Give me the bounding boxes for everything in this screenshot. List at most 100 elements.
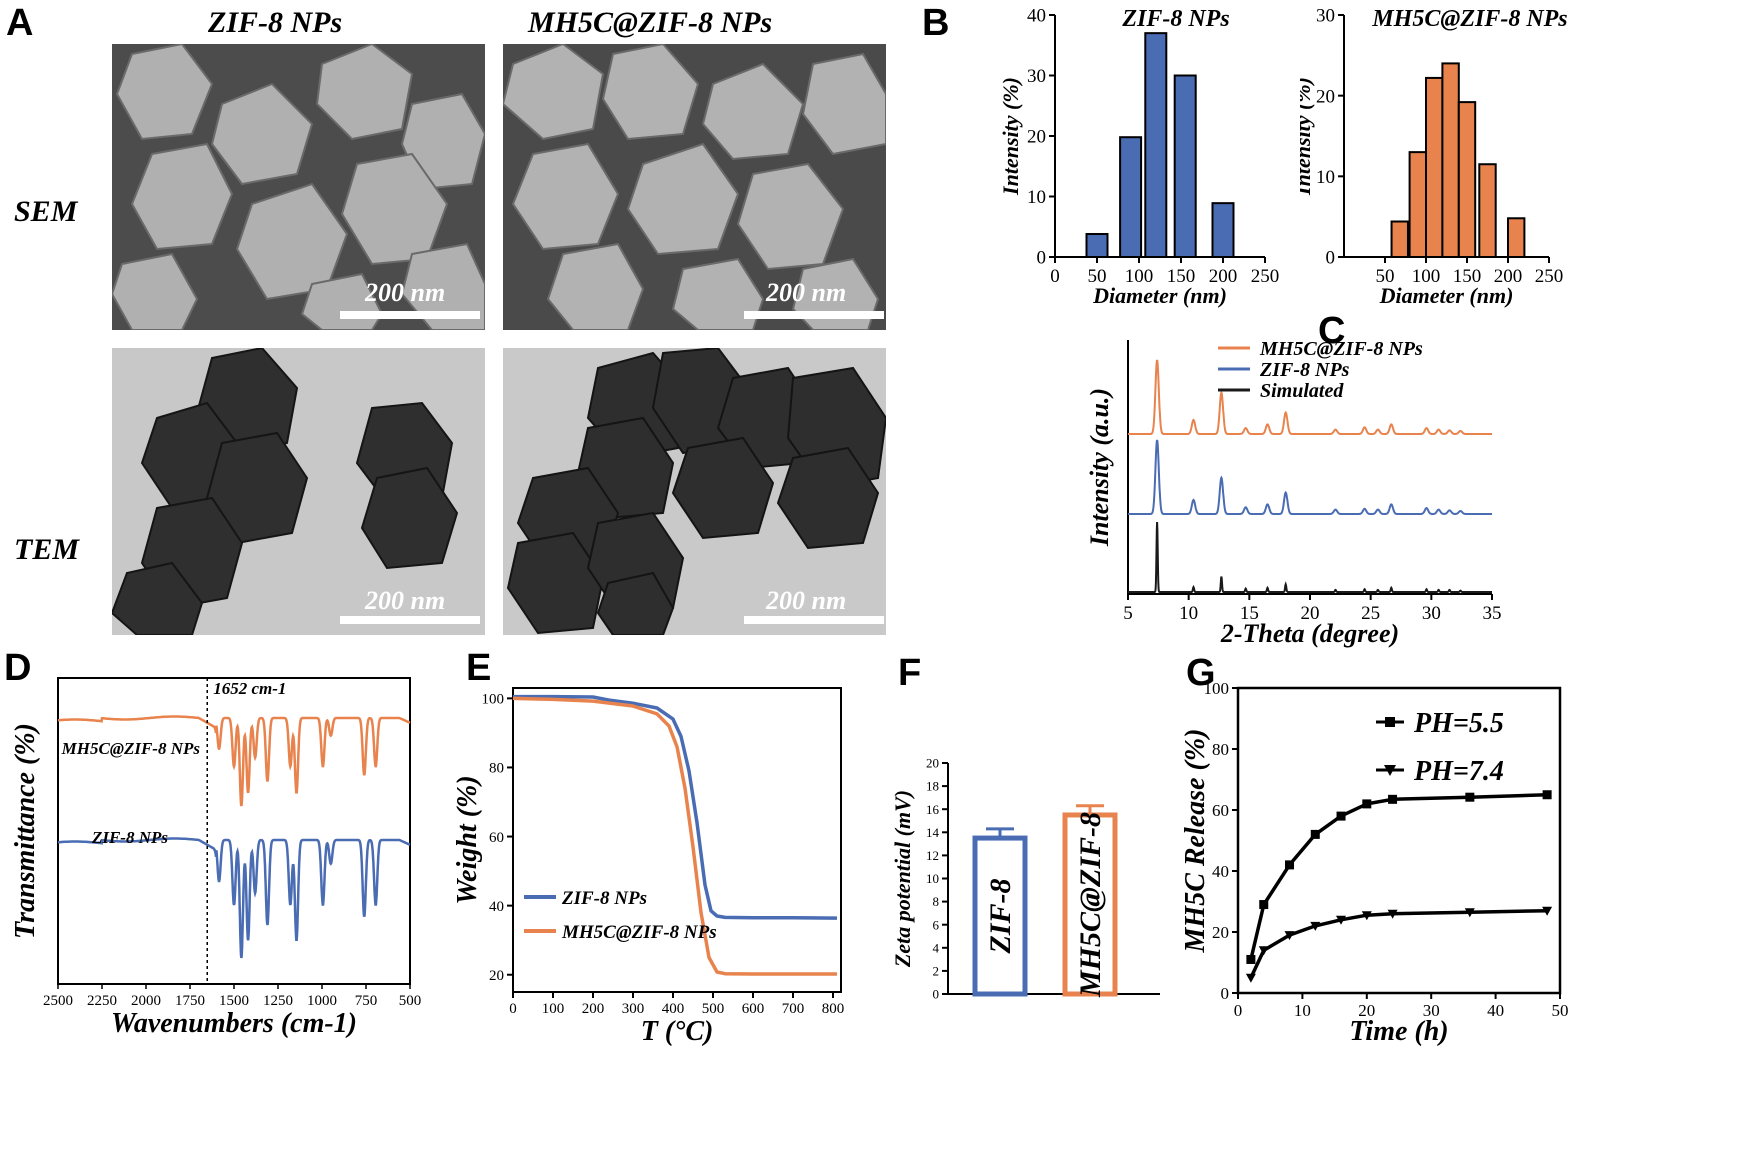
- y-tick-label: 20: [1316, 86, 1335, 107]
- y-axis-title: Zeta potential (mV): [890, 790, 915, 968]
- category-label: ZIF-8: [984, 879, 1017, 955]
- bar: [1478, 163, 1497, 259]
- bar: [1144, 32, 1168, 259]
- data-point: [1542, 790, 1552, 800]
- panel-label-c: C: [1318, 310, 1346, 352]
- y-tick-label: 12: [926, 848, 939, 863]
- x-tick-label: 300: [622, 1001, 645, 1017]
- y-tick-label: 20: [926, 756, 939, 771]
- y-tick-label: 0: [933, 987, 940, 1002]
- x-tick-label: 200: [582, 1001, 605, 1017]
- col-title-zif8: ZIF-8 NPs: [208, 6, 343, 39]
- data-point: [1542, 906, 1553, 916]
- release-series-line: [1249, 908, 1548, 979]
- legend-marker: [1384, 765, 1396, 776]
- chart-title: MH5C@ZIF-8 NPs: [1371, 6, 1567, 32]
- xrd-series-line: [1128, 359, 1492, 436]
- panel-label-d: D: [4, 647, 32, 689]
- x-tick-label: 250: [1535, 266, 1564, 287]
- x-tick-label: 150: [1167, 266, 1196, 287]
- scale-label: 200 nm: [365, 278, 446, 307]
- sem-crystals-zif8: [112, 44, 485, 330]
- data-point: [1284, 931, 1295, 941]
- x-tick-label: 50: [1088, 266, 1107, 287]
- x-axis-title: 2-Theta (degree): [1220, 619, 1399, 648]
- y-tick-label: 10: [1316, 167, 1335, 188]
- legend-label: PH=7.4: [1413, 756, 1504, 787]
- x-tick-label: 15: [1240, 603, 1259, 624]
- x-tick-label: 0: [1234, 1001, 1243, 1020]
- ftir-series-line: [58, 715, 411, 807]
- x-tick-label: 0: [1050, 266, 1060, 287]
- x-tick-label: 2250: [87, 993, 117, 1009]
- x-tick-label: 500: [399, 993, 422, 1009]
- scale-bar: [340, 311, 480, 319]
- x-tick-label: 250: [1251, 266, 1280, 287]
- scale-label: 200 nm: [766, 278, 847, 307]
- chart-e-tga: ZIF-8 NPs MH5C@ZIF-8 NPs 0 100 200 300 400 500 6…: [452, 687, 845, 1047]
- bar: [1390, 220, 1409, 258]
- y-tick-label: 18: [926, 779, 939, 794]
- legend-label: ZIF-8 NPs: [561, 888, 647, 909]
- series-label: ZIF-8 NPs: [91, 828, 168, 847]
- bar: [1085, 233, 1109, 258]
- y-axis-title: MH5C Release (%): [1180, 729, 1211, 954]
- x-tick-label: 200: [1494, 266, 1523, 287]
- legend-label: MH5C@ZIF-8 NPs: [1259, 338, 1423, 360]
- x-tick-label: 1250: [263, 993, 293, 1009]
- scale-bar: [744, 616, 884, 624]
- col-title-mh5c: MH5C@ZIF-8 NPs: [528, 6, 773, 39]
- data-point: [1361, 911, 1372, 921]
- zeta-bar: [972, 835, 1028, 997]
- y-tick-label: 0: [1221, 984, 1230, 1003]
- y-tick-label: 2: [933, 963, 940, 978]
- y-axis-title: Intensity (%): [1000, 77, 1023, 196]
- panel-label-a: A: [6, 2, 34, 44]
- tem-particles-mh5c: [506, 348, 886, 635]
- legend-label: ZIF-8 NPs: [1259, 359, 1350, 381]
- chart-d-ftir: 1652 cm-1 MH5C@ZIF-8 NPs ZIF-8 NPs 2500 2250…: [10, 677, 422, 1039]
- x-tick-label: 1500: [219, 993, 249, 1009]
- legend-label: Simulated: [1260, 380, 1344, 402]
- data-point: [1258, 946, 1269, 956]
- y-tick-label: 10: [1027, 187, 1046, 208]
- y-tick-label: 80: [489, 761, 504, 777]
- x-tick-label: 20: [1301, 603, 1320, 624]
- y-tick-label: 30: [1027, 66, 1046, 87]
- bar: [1507, 217, 1526, 258]
- data-point: [1259, 900, 1269, 910]
- data-point: [1336, 811, 1346, 821]
- x-tick-label: 1000: [307, 993, 337, 1009]
- chart-b2-size-distribution-mh5c: 50 100 150 200 250 0 10 20 30 MH5C@ZIF-8 NPs Diame…: [1300, 6, 1568, 308]
- row-title-tem: TEM: [14, 533, 80, 566]
- bar: [1119, 136, 1143, 259]
- x-tick-label: 700: [782, 1001, 805, 1017]
- data-point: [1362, 799, 1372, 809]
- x-axis-title: T (°C): [641, 1016, 714, 1047]
- chart-f-zeta: ZIF-8 MH5C@ZIF-8 0 2 4 6 8 10 12 14 16 18 20 Zeta pot…: [890, 756, 1160, 1002]
- chart-g-release: PH=5.5 PH=7.4 0 10 20 30 40 50 0 20 40 60 80 100 Time …: [1180, 679, 1569, 1047]
- x-tick-label: 5: [1123, 603, 1133, 624]
- x-tick-label: 30: [1423, 1001, 1440, 1020]
- annotation-label: 1652 cm-1: [213, 679, 286, 698]
- scale-label: 200 nm: [766, 586, 847, 615]
- y-tick-label: 60: [1212, 801, 1229, 820]
- y-tick-label: 20: [1027, 127, 1046, 148]
- data-point: [1310, 921, 1321, 931]
- data-point: [1387, 909, 1398, 919]
- x-tick-label: 40: [1487, 1001, 1504, 1020]
- plot-frame: [1236, 686, 1562, 995]
- x-tick-label: 800: [822, 1001, 845, 1017]
- y-axis-title: Intensity (%): [1300, 77, 1315, 196]
- x-tick-label: 100: [542, 1001, 565, 1017]
- panel-label-g: G: [1186, 652, 1216, 694]
- data-point: [1310, 829, 1320, 839]
- bar: [1211, 202, 1235, 258]
- sem-crystals-mh5c: [503, 44, 886, 330]
- x-tick-label: 200: [1209, 266, 1238, 287]
- tem-particles-zif8: [112, 348, 459, 635]
- tem-image-zif8: 200 nm: [112, 348, 485, 635]
- x-tick-label: 400: [662, 1001, 685, 1017]
- y-tick-label: 6: [933, 917, 940, 932]
- x-tick-label: 750: [355, 993, 378, 1009]
